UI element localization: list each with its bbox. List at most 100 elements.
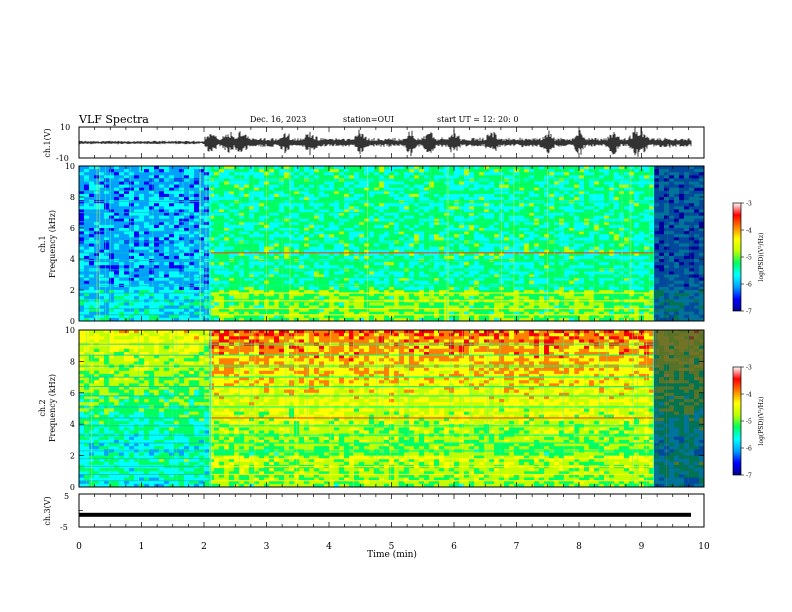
ch1-cell <box>104 231 110 235</box>
ch1-cell <box>314 175 320 179</box>
ch1-cell <box>559 184 565 188</box>
ch1-cell <box>104 280 110 285</box>
ch1-cell <box>449 234 455 238</box>
ch1-cell <box>299 206 305 210</box>
ch1-cell <box>354 190 360 195</box>
ch1-cell <box>314 169 320 173</box>
ch1-cell <box>624 215 630 219</box>
ch1-cell <box>139 255 145 260</box>
ch1-cell <box>369 190 375 195</box>
ch1-cell <box>419 274 425 278</box>
ch1-cell <box>124 243 130 247</box>
ch1-cell <box>409 271 415 275</box>
ch1-cell <box>434 193 440 198</box>
ch1-cell <box>364 172 370 176</box>
ch1-cell <box>584 169 590 173</box>
ch1-cell <box>479 237 485 241</box>
ch1-cell <box>354 209 360 213</box>
ch1-cell <box>599 203 605 207</box>
ch1-cell <box>529 187 535 192</box>
ch1-cell <box>84 206 90 210</box>
ch1-cell <box>219 231 225 235</box>
ch1-cell <box>594 184 600 188</box>
ch1-cell <box>369 212 375 216</box>
ch1-cell <box>454 243 460 247</box>
ch1-cell <box>114 166 120 170</box>
ch1-cell <box>589 203 595 207</box>
ch1-cell <box>414 274 420 278</box>
ch1-cell <box>184 212 190 216</box>
ch1-cell <box>259 203 265 207</box>
ch1-cell <box>214 206 220 210</box>
ch1-cell <box>489 166 495 170</box>
ch1-cell <box>289 262 295 266</box>
ch1-cell <box>249 221 255 226</box>
ch1-cell <box>414 166 420 170</box>
ch1-cell <box>294 172 300 176</box>
ch1-cell <box>629 166 635 170</box>
ch1-cell <box>114 286 120 291</box>
ch1-cell <box>279 228 285 232</box>
ch1-cell <box>624 187 630 192</box>
ch1-cell <box>584 255 590 260</box>
ch1-cell <box>134 187 140 192</box>
ch1-cell <box>514 237 520 241</box>
ch1-cell <box>589 184 595 188</box>
ch1-cell <box>224 265 230 269</box>
ch1-cell <box>434 169 440 173</box>
ch1-cell <box>114 252 120 257</box>
ch1-cell <box>184 221 190 226</box>
ch1-cell <box>274 262 280 266</box>
ch1-cell <box>474 255 480 260</box>
ch1-cell <box>404 280 410 285</box>
ch1-cell <box>514 181 520 185</box>
ch1-cell <box>639 172 645 176</box>
ch1-cell <box>489 203 495 207</box>
ch1-cell <box>154 206 160 210</box>
ch1-cell <box>294 193 300 198</box>
ch1-cell <box>139 215 145 219</box>
ch1-cell <box>524 169 530 173</box>
ch1-cell <box>304 206 310 210</box>
ch1-cell <box>309 234 315 238</box>
ch1-cell <box>649 209 655 213</box>
ch1-cell <box>254 218 260 223</box>
ch1-cell <box>244 181 250 185</box>
ch1-cell <box>479 234 485 238</box>
ch1-cell <box>419 228 425 232</box>
ch1-cell <box>79 181 85 185</box>
ch1-cell <box>389 212 395 216</box>
ch1-cell <box>224 252 230 257</box>
ch1-cell <box>494 184 500 188</box>
ch1-cell <box>359 169 365 173</box>
ch1-cell <box>124 246 130 250</box>
ch1-cell <box>459 172 465 176</box>
ch1-cell <box>609 262 615 266</box>
ch1-cell <box>234 280 240 285</box>
ch1-cell <box>494 181 500 185</box>
ch1-cell <box>389 206 395 210</box>
ch1-cell <box>629 209 635 213</box>
ch1-cell <box>599 169 605 173</box>
ch1-cell <box>454 252 460 257</box>
ch1-cell <box>204 252 210 257</box>
ch1-cell <box>299 190 305 195</box>
ch1-cell <box>394 228 400 232</box>
ch1-cell <box>614 169 620 173</box>
ch1-cell <box>504 255 510 260</box>
ch1-cell <box>369 169 375 173</box>
ch1-cell <box>164 237 170 241</box>
ch1-cell <box>239 246 245 250</box>
ch1-cell <box>334 218 340 223</box>
ch1-cell <box>539 212 545 216</box>
ch1-cell <box>239 280 245 285</box>
ch1-cell <box>474 175 480 179</box>
ch1-cell <box>389 277 395 281</box>
ch1-cell <box>399 184 405 188</box>
ch1-cell <box>489 265 495 269</box>
ch1-cell <box>539 234 545 238</box>
ch1-cell <box>624 181 630 185</box>
ch1-cell <box>259 172 265 176</box>
ch1-cell <box>214 277 220 281</box>
ch1-cell <box>399 255 405 260</box>
